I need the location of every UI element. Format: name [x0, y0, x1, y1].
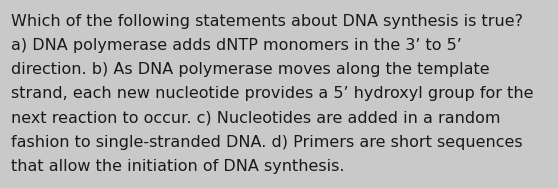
Text: direction. b) As DNA polymerase moves along the template: direction. b) As DNA polymerase moves al… [11, 62, 489, 77]
Text: fashion to single-stranded DNA. d) Primers are short sequences: fashion to single-stranded DNA. d) Prime… [11, 134, 523, 149]
Text: a) DNA polymerase adds dNTP monomers in the 3’ to 5’: a) DNA polymerase adds dNTP monomers in … [11, 38, 462, 53]
Text: next reaction to occur. c) Nucleotides are added in a random: next reaction to occur. c) Nucleotides a… [11, 110, 501, 125]
Text: Which of the following statements about DNA synthesis is true?: Which of the following statements about … [11, 14, 523, 29]
Text: strand, each new nucleotide provides a 5’ hydroxyl group for the: strand, each new nucleotide provides a 5… [11, 86, 533, 101]
Text: that allow the initiation of DNA synthesis.: that allow the initiation of DNA synthes… [11, 159, 344, 174]
